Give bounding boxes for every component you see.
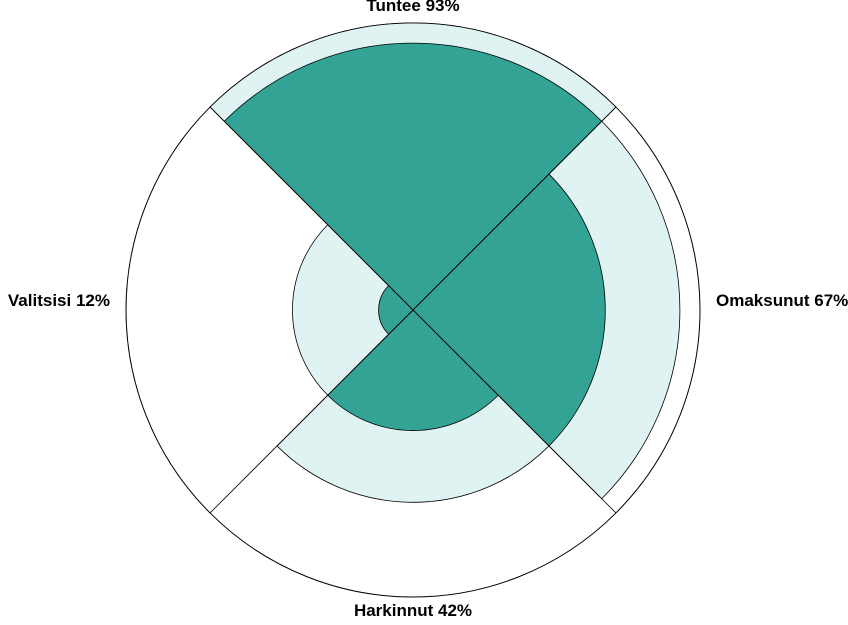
category-name: Valitsisi — [8, 291, 71, 310]
category-name: Tuntee — [366, 0, 420, 15]
category-name: Omaksunut — [716, 291, 810, 310]
value-wedge — [412, 173, 606, 447]
value-label: 93% — [426, 0, 460, 15]
sector-divider — [209, 106, 414, 311]
sector-label: Tuntee 93% — [366, 0, 459, 15]
sector-label: Harkinnut 42% — [354, 601, 472, 620]
sector-divider — [209, 309, 414, 514]
value-label: 42% — [438, 601, 472, 620]
sector-label: Omaksunut 67% — [716, 291, 848, 310]
value-wedge — [327, 309, 499, 431]
sector-divider — [412, 106, 617, 311]
value-label: 12% — [76, 291, 110, 310]
sector-label: Valitsisi 12% — [8, 291, 110, 310]
previous-stage-wedge — [292, 224, 414, 396]
value-label: 67% — [814, 291, 848, 310]
value-wedge — [223, 42, 603, 311]
category-name: Harkinnut — [354, 601, 434, 620]
sector-divider — [412, 309, 617, 514]
value-wedge — [378, 285, 414, 335]
